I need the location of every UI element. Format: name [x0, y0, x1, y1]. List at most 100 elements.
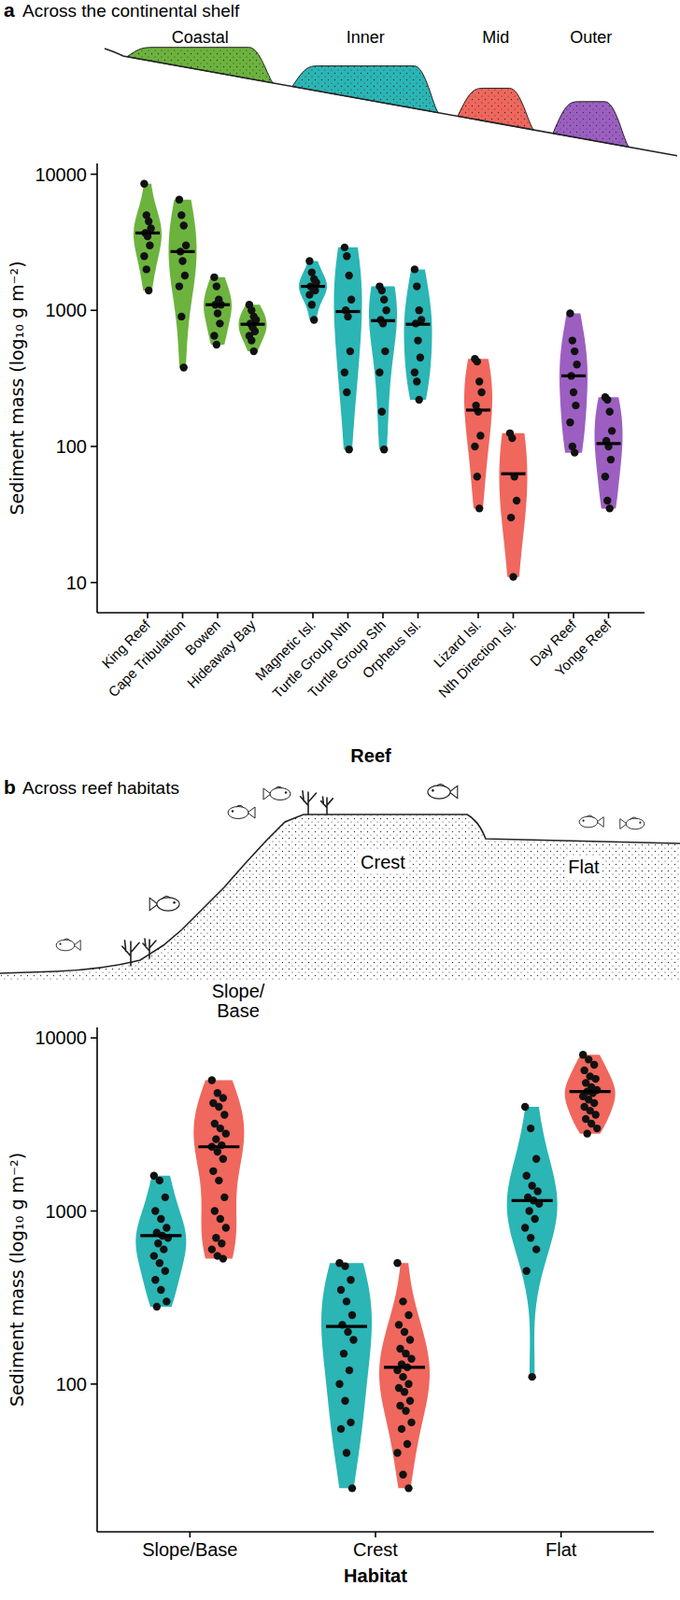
shelf-reef-stipple	[127, 47, 274, 84]
point	[415, 396, 424, 404]
fish-eye	[431, 789, 435, 793]
violin	[559, 313, 588, 454]
point	[412, 377, 421, 385]
point	[156, 1215, 165, 1223]
y-tick-label: 10	[66, 572, 87, 594]
point	[346, 347, 355, 355]
fish	[227, 805, 255, 819]
point	[406, 1397, 414, 1405]
y-tick	[90, 1210, 98, 1213]
x-tick	[560, 1531, 563, 1538]
y-tick	[90, 581, 98, 584]
violin	[334, 247, 363, 450]
point	[381, 347, 389, 355]
illustration: CoastalInnerMidOuter	[104, 28, 678, 156]
point	[220, 1110, 228, 1119]
label-bg	[209, 979, 269, 1022]
point	[222, 1223, 230, 1232]
median	[406, 323, 431, 326]
x-axis-title: Habitat	[343, 1565, 408, 1587]
x-tick	[382, 612, 384, 619]
habitat-label: Slope/Base	[212, 980, 266, 1021]
fish-body	[427, 785, 451, 799]
violin	[595, 396, 624, 509]
point	[305, 290, 313, 298]
median	[511, 1199, 553, 1203]
point	[153, 1303, 161, 1311]
median	[198, 1145, 240, 1148]
y-axis-line	[96, 1027, 99, 1532]
x-tick-label: Cape Tribulation	[104, 616, 188, 700]
point	[305, 256, 313, 265]
panel-title: Across the continental shelf	[22, 0, 241, 21]
fish-eye	[284, 791, 287, 794]
point	[162, 1223, 170, 1232]
median	[170, 250, 196, 254]
point	[527, 1373, 536, 1381]
y-tick	[90, 445, 98, 448]
x-tick-label: Crest	[353, 1539, 398, 1560]
point	[340, 243, 349, 252]
point	[570, 448, 579, 456]
panel-title: Across reef habitats	[22, 778, 180, 798]
point	[412, 282, 421, 290]
point	[337, 1286, 345, 1294]
point	[533, 1187, 541, 1195]
fish	[620, 817, 645, 830]
point	[475, 504, 483, 512]
point	[247, 336, 255, 344]
point	[219, 1093, 227, 1102]
x-tick	[374, 1531, 377, 1538]
fish	[56, 938, 81, 951]
point	[162, 1297, 170, 1305]
point	[345, 1366, 354, 1375]
point	[406, 1335, 414, 1344]
point	[526, 1124, 535, 1133]
point	[591, 1110, 599, 1119]
point	[522, 1172, 530, 1180]
median	[596, 441, 622, 445]
point	[140, 180, 148, 188]
point	[606, 504, 614, 512]
habitat-label: Crest	[360, 851, 406, 873]
point	[509, 572, 517, 581]
median	[135, 231, 160, 235]
point	[182, 241, 190, 250]
point	[343, 312, 352, 321]
median	[336, 310, 361, 313]
fish-fin	[586, 815, 594, 819]
shelf-label: Outer	[569, 28, 612, 47]
point	[410, 368, 419, 376]
point	[342, 1448, 351, 1457]
point	[400, 1388, 409, 1396]
x-tick	[182, 612, 185, 619]
point	[349, 1335, 357, 1344]
point	[178, 256, 186, 265]
median	[325, 1325, 368, 1329]
reef-body	[0, 814, 680, 981]
point	[393, 1259, 401, 1267]
point	[404, 1380, 412, 1389]
x-tick	[512, 612, 515, 619]
point	[566, 418, 574, 426]
panel-a: aAcross the continental shelfCoastalInne…	[3, 0, 678, 766]
point	[348, 1311, 356, 1319]
point	[400, 1328, 409, 1336]
point	[415, 306, 424, 314]
y-tick-label: 100	[56, 436, 87, 457]
point	[395, 1320, 403, 1329]
violin	[203, 277, 232, 345]
x-axis-title: Reef	[350, 745, 392, 766]
point	[410, 265, 419, 273]
fish-body	[625, 818, 645, 830]
point	[470, 442, 479, 451]
x-tick	[189, 1531, 192, 1538]
violin	[404, 269, 433, 400]
habitat-label-line: Flat	[567, 856, 600, 878]
x-tick	[311, 612, 314, 619]
fish-fin	[437, 783, 446, 787]
x-tick	[216, 612, 219, 619]
point	[407, 1418, 415, 1427]
point	[220, 1193, 228, 1202]
point	[144, 217, 153, 226]
